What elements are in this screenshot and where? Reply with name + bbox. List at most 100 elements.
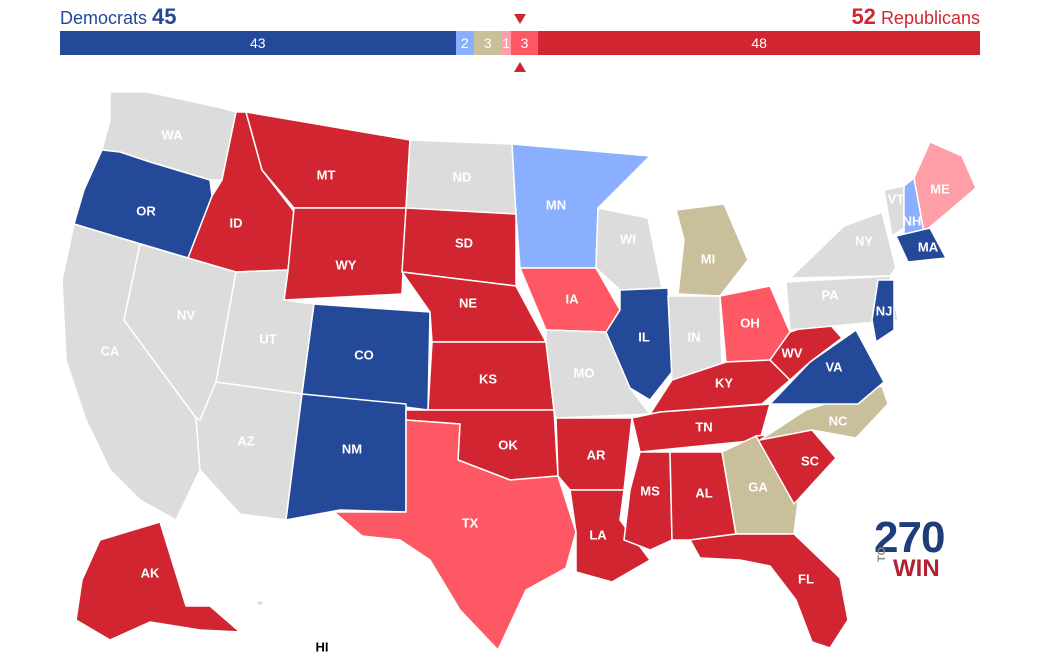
- state-shape[interactable]: [195, 381, 303, 521]
- state-ma[interactable]: MA: [895, 227, 947, 263]
- state-label: NH: [903, 213, 922, 228]
- majority-marker-top-icon: [514, 14, 526, 24]
- state-label: VT: [888, 191, 905, 206]
- state-label: OK: [498, 437, 518, 452]
- state-label: CA: [101, 343, 120, 358]
- state-label: ID: [230, 215, 243, 230]
- state-hi[interactable]: HI: [255, 599, 329, 654]
- state-label: KY: [715, 375, 733, 390]
- seat-bar-segment: 43: [60, 31, 456, 55]
- state-fl[interactable]: FL: [689, 533, 849, 649]
- state-mo[interactable]: MO: [545, 329, 651, 419]
- state-label: SD: [455, 235, 473, 250]
- state-shape[interactable]: [333, 419, 577, 651]
- state-shape[interactable]: [675, 203, 749, 297]
- state-vt[interactable]: VT: [883, 185, 905, 237]
- state-label: MT: [317, 167, 336, 182]
- majority-marker-bottom-icon: [514, 62, 526, 72]
- state-ga[interactable]: GA: [721, 435, 801, 535]
- state-wy[interactable]: WY: [283, 207, 407, 301]
- logo-win[interactable]: WIN: [893, 555, 940, 582]
- state-la[interactable]: LA: [569, 489, 651, 583]
- state-label: MA: [918, 239, 939, 254]
- state-label: VA: [825, 359, 843, 374]
- state-shape[interactable]: [75, 521, 241, 641]
- state-label: AK: [141, 565, 160, 580]
- seat-balance-bar: 43 2 3 1 3 48: [60, 31, 980, 55]
- state-shape[interactable]: [895, 227, 947, 263]
- state-mi[interactable]: MI: [675, 203, 749, 297]
- state-tn[interactable]: TN: [631, 403, 771, 453]
- state-shape[interactable]: [689, 533, 849, 649]
- state-label: NC: [829, 413, 848, 428]
- state-pa[interactable]: PA: [785, 275, 899, 331]
- seat-bar-segment: 3: [510, 31, 539, 55]
- state-nd[interactable]: ND: [405, 139, 517, 215]
- democrats-total: Democrats 45: [60, 4, 177, 30]
- state-shape[interactable]: [569, 489, 651, 583]
- logo-to: TO: [876, 546, 888, 562]
- state-label: UT: [259, 331, 276, 346]
- state-label: LA: [589, 527, 607, 542]
- state-label: NY: [855, 233, 873, 248]
- state-label: AL: [695, 485, 712, 500]
- state-shape[interactable]: [785, 275, 899, 331]
- state-label: OR: [136, 203, 156, 218]
- state-label: IA: [566, 291, 580, 306]
- state-me[interactable]: ME: [913, 141, 977, 233]
- state-label: WV: [782, 345, 803, 360]
- state-sc[interactable]: SC: [755, 429, 837, 505]
- state-nj[interactable]: NJ: [871, 279, 895, 343]
- state-az[interactable]: AZ: [195, 381, 303, 521]
- state-ky[interactable]: KY: [649, 359, 791, 415]
- state-label: IL: [638, 329, 650, 344]
- state-wi[interactable]: WI: [595, 207, 663, 291]
- republicans-total: 52 Republicans: [851, 4, 980, 30]
- state-label: CO: [354, 347, 374, 362]
- state-shape[interactable]: [789, 211, 897, 279]
- state-label: HI: [316, 639, 329, 654]
- state-shape[interactable]: [283, 207, 407, 301]
- state-nm[interactable]: NM: [285, 393, 407, 521]
- state-ms[interactable]: MS: [623, 451, 673, 551]
- state-label: NJ: [876, 303, 893, 318]
- state-label: WI: [620, 231, 636, 246]
- state-label: AZ: [237, 433, 254, 448]
- state-ak[interactable]: AK: [75, 521, 241, 641]
- state-shape[interactable]: [721, 435, 801, 535]
- state-shape[interactable]: [871, 279, 895, 343]
- republicans-label: Republicans: [880, 8, 980, 28]
- state-label: PA: [821, 287, 839, 302]
- state-label: WA: [162, 127, 184, 142]
- state-shape[interactable]: [623, 451, 673, 551]
- state-label: NM: [342, 441, 362, 456]
- state-wv[interactable]: WV: [769, 319, 843, 381]
- seat-bar-segment: 1: [501, 31, 511, 55]
- state-label: MO: [574, 365, 595, 380]
- state-shape[interactable]: [595, 207, 663, 291]
- state-label: TN: [695, 419, 712, 434]
- state-shape[interactable]: [769, 319, 843, 381]
- state-label: ND: [453, 169, 472, 184]
- state-label: NV: [177, 307, 195, 322]
- state-shape[interactable]: [545, 329, 651, 419]
- democrats-label: Democrats: [60, 8, 148, 28]
- state-shape[interactable]: [631, 403, 771, 453]
- state-label: AR: [587, 447, 606, 462]
- state-ny[interactable]: NY: [789, 211, 897, 279]
- state-shape[interactable]: [285, 393, 407, 521]
- state-label: TX: [462, 515, 479, 530]
- state-label: SC: [801, 453, 820, 468]
- logo-270[interactable]: 270: [874, 513, 945, 562]
- state-ks[interactable]: KS: [427, 341, 555, 411]
- state-label: NE: [459, 295, 477, 310]
- state-label: FL: [798, 571, 814, 586]
- state-label: IN: [688, 329, 701, 344]
- seat-bar-segment: 2: [455, 31, 474, 55]
- state-label: WY: [336, 257, 357, 272]
- state-ar[interactable]: AR: [555, 417, 633, 491]
- state-co[interactable]: CO: [301, 303, 431, 411]
- state-shape[interactable]: [255, 599, 265, 607]
- state-tx[interactable]: TX: [333, 419, 577, 651]
